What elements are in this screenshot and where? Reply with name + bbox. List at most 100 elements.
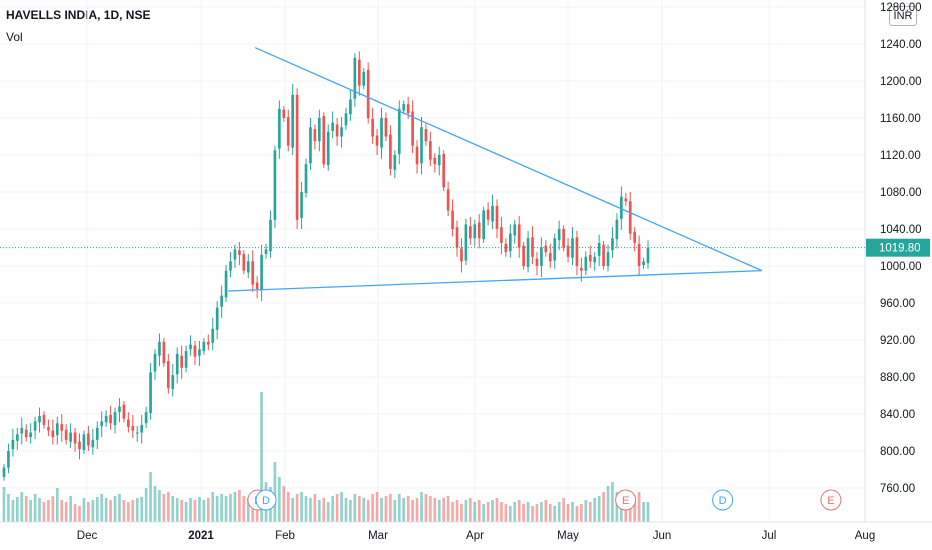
candle-body [633,231,637,243]
volume-bar [118,494,121,522]
trendlines[interactable] [228,47,763,292]
candle-body [215,307,219,330]
volume-bar [535,504,539,522]
candle-body [158,341,161,356]
candle-body [442,154,446,188]
candle-body [620,196,623,219]
candle-body [504,243,508,253]
trendline-lower[interactable] [228,269,762,292]
candle-body [646,247,650,264]
price-tick-label: 1240.00 [880,39,922,51]
candle-body [73,432,77,444]
candle-body [184,351,188,368]
candle-body [153,353,157,372]
candle-body [318,118,321,142]
candle-body [7,451,10,468]
earnings-event-icon[interactable]: E [820,489,842,511]
candle-body [384,118,388,137]
price-axis[interactable]: 760.00 800.00 840.00 880.00 920.00 960.00 1000… [880,2,922,495]
volume-bar [611,482,614,522]
event-letter: D [719,495,727,507]
candle-body [202,341,206,352]
candle-body [575,237,579,266]
candle-body [224,270,228,298]
event-circle [255,489,277,511]
candle-body [642,261,645,266]
volume-bar [366,500,370,522]
event-markers[interactable]: EDEDE [247,489,842,511]
candle-body [495,205,499,229]
volume-bar [482,504,486,522]
volume-bars [2,392,650,522]
candle-body [2,467,6,477]
candle-body [522,245,525,266]
candle-body [189,344,192,350]
candle-body [362,71,366,86]
dividend-event-icon[interactable]: D [712,489,734,511]
volume-bar [202,500,206,522]
price-tick-label: 800.00 [880,446,915,458]
candle-body [571,238,574,258]
time-axis[interactable]: Dec 2021 Feb Mar Apr May Jun Jul Aug [77,530,875,542]
volume-bar [362,498,366,522]
volume-bar [371,494,374,522]
event-circle [820,489,842,511]
candle-body [540,247,543,266]
volume-bar [420,492,423,522]
candle-body [544,245,548,253]
volume-bar [349,500,352,522]
volume-bar [166,492,170,522]
candle-body [326,131,330,166]
candle-body [273,150,277,220]
volume-bar [557,502,561,522]
volume-bar [597,496,601,522]
candle-body [264,249,268,254]
trendline-upper[interactable] [254,47,763,272]
event-circle [712,489,734,511]
candle-body [513,224,517,236]
volume-bar [273,462,277,522]
time-tick-label: Aug [855,530,875,542]
dividend-event-icon[interactable]: D [255,489,277,511]
candle-body [340,127,343,137]
candle-body [278,108,281,149]
volume-bar [91,500,95,522]
volume-bar [175,498,179,522]
volume-bar [544,500,548,522]
candle-body [606,252,610,266]
volume-bar [588,502,592,522]
volume-bar [158,490,161,522]
candle-body [628,201,632,234]
candle-body [477,222,481,239]
candle-body [55,423,59,436]
volume-bar [78,506,81,522]
candle-body [602,244,605,266]
candle-body [469,226,472,239]
candle-body [460,248,463,262]
candle-body [508,233,512,252]
candle-body [491,205,494,222]
candle-body [535,258,539,266]
earnings-event-icon[interactable]: E [615,489,637,511]
volume-bar [64,502,68,522]
candle-body [246,261,250,273]
volume-bar [109,500,112,522]
candle-body [238,250,241,255]
volume-bar [60,500,64,522]
candle-body [531,237,534,257]
volume-bar [282,486,286,522]
price-tick-label: 1040.00 [880,224,922,236]
price-tick-label: 1280.00 [880,2,922,14]
volume-bar [326,502,330,522]
candle-body [38,415,41,423]
candle-body [82,434,86,451]
candle-body [251,261,255,285]
candle-body [331,122,334,131]
currency-button[interactable]: INR [889,6,917,26]
price-tick-label: 880.00 [880,372,915,384]
volume-bar [637,492,641,522]
volume-bar [211,492,215,522]
candle-body [349,99,352,115]
volume-bar [47,500,50,522]
